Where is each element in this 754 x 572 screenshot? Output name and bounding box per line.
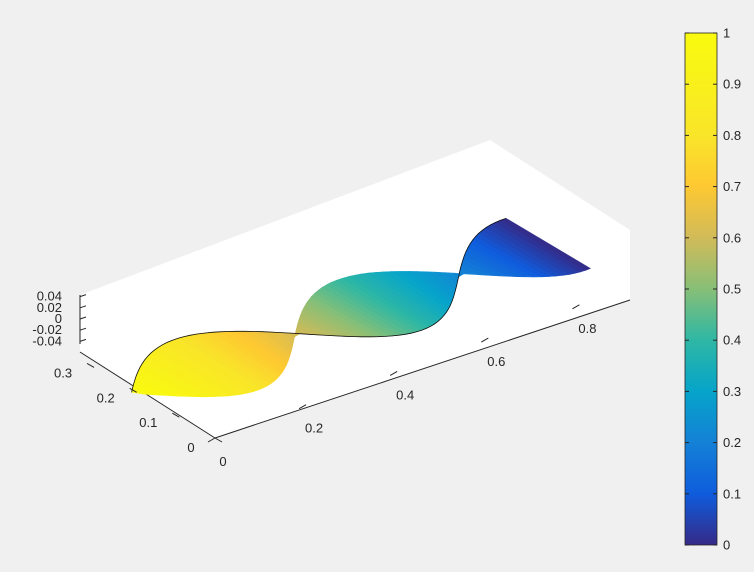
x-tick-mark	[207, 437, 216, 443]
colorbar-gradient	[684, 32, 718, 546]
z-tick-label: 0.02	[37, 300, 62, 315]
colorbar-tick-label: 0.8	[723, 128, 741, 143]
colorbar-tick-label: 0	[723, 538, 730, 553]
x-tick-mark	[481, 337, 489, 343]
x-tick-label: 0.6	[487, 354, 505, 369]
z-tick-mark	[79, 294, 87, 298]
x-tick-mark	[572, 304, 580, 310]
z-tick-label: -0.02	[32, 322, 62, 337]
y-tick-label: 0.3	[54, 365, 72, 380]
z-tick-mark	[79, 338, 87, 342]
colorbar-tick-label: 0.2	[723, 435, 741, 450]
x-tick-label: 0	[219, 454, 226, 469]
colorbar-tick-label: 0.4	[723, 333, 741, 348]
colorbar-tick-label: 0.9	[723, 77, 741, 92]
x-tick-mark	[298, 404, 307, 410]
colorbar: 0 0.1 0.2 0.3 0.4 0.5 0.6 0.7 0.8 0.9 1	[684, 26, 741, 553]
y-tick-label: 0	[187, 440, 194, 455]
y-tick-label: 0.2	[97, 390, 115, 405]
colorbar-tick-label: 0.1	[723, 486, 741, 501]
colorbar-tick-label: 0.5	[723, 282, 741, 297]
colorbar-tick-label: 1	[723, 26, 730, 41]
y-tick-mark	[214, 437, 223, 443]
colorbar-ticks: 0 0.1 0.2 0.3 0.4 0.5 0.6 0.7 0.8 0.9 1	[685, 26, 741, 553]
z-tick-label: 0	[55, 311, 62, 326]
y-axis-line	[79, 351, 216, 439]
x-tick-label: 0.8	[578, 321, 596, 336]
y-tick-label: 0.1	[139, 415, 157, 430]
colorbar-tick-label: 0.6	[723, 230, 741, 245]
axis-lines	[79, 295, 631, 439]
y-tick-mark	[172, 412, 180, 418]
x-tick-mark	[389, 370, 398, 376]
z-tick-mark	[79, 327, 87, 331]
x-axis-line	[214, 299, 631, 439]
z-tick-mark	[79, 305, 87, 309]
x-tick-label: 0.4	[396, 387, 414, 402]
surface-plot	[131, 218, 591, 398]
colorbar-tick-label: 0.3	[723, 384, 741, 399]
tick-labels: 00.20.40.60.800.10.20.30.040.020-0.02-0.…	[32, 289, 596, 469]
z-tick-label: 0.04	[37, 289, 62, 304]
z-tick-mark	[79, 316, 87, 320]
surface-edge	[131, 218, 507, 393]
y-tick-mark	[129, 387, 137, 393]
z-tick-label: -0.04	[32, 333, 62, 348]
x-tick-label: 0.2	[305, 421, 323, 436]
colorbar-tick-label: 0.7	[723, 179, 741, 194]
y-tick-mark	[86, 363, 95, 368]
